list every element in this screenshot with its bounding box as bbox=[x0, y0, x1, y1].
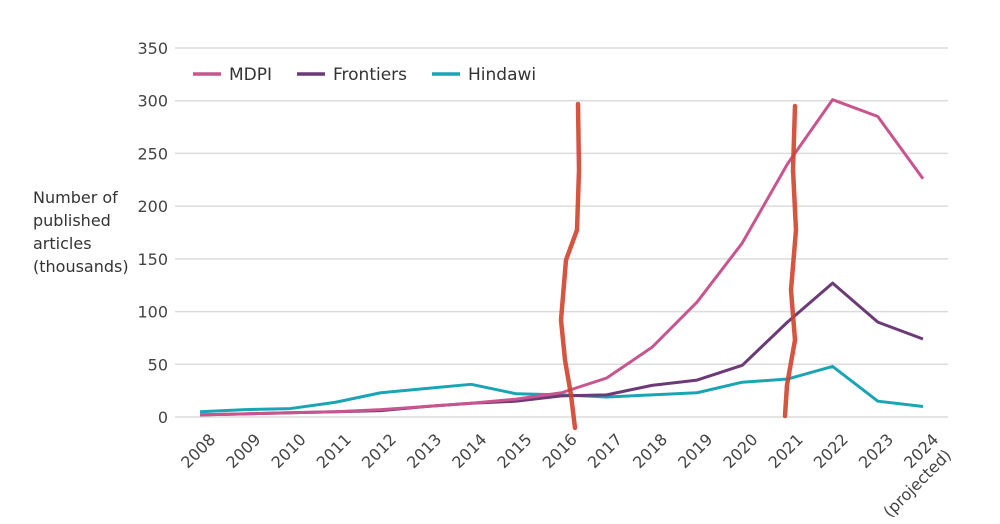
y-tick-label: 0 bbox=[158, 408, 168, 427]
y-tick-label: 50 bbox=[148, 355, 168, 374]
red-annotation-mark bbox=[558, 101, 582, 431]
x-tick-label: 2013 bbox=[403, 430, 445, 472]
x-tick-label: 2020 bbox=[719, 430, 761, 472]
legend-label: Frontiers bbox=[333, 65, 407, 85]
x-tick-label: 2011 bbox=[313, 430, 355, 472]
x-tick-label: 2018 bbox=[629, 430, 671, 472]
red-annotation-mark bbox=[782, 103, 799, 419]
x-tick-label: 2022 bbox=[810, 430, 852, 472]
x-tick-label: 2009 bbox=[222, 430, 264, 472]
y-axis-label-line: Number of bbox=[33, 188, 118, 207]
y-axis-label: Number of published articles (thousands) bbox=[33, 186, 129, 278]
y-axis-label-line: articles bbox=[33, 234, 92, 253]
series-line-mdpi bbox=[199, 98, 925, 417]
x-tick-label: 2023 bbox=[855, 430, 897, 472]
y-tick-label: 250 bbox=[137, 144, 168, 163]
x-tick-label: 2017 bbox=[584, 430, 626, 472]
y-axis-label-line: published bbox=[33, 211, 111, 230]
x-tick-label: 2016 bbox=[539, 430, 581, 472]
series-line-hindawi bbox=[199, 364, 924, 414]
y-tick-label: 100 bbox=[137, 303, 168, 322]
y-tick-label: 150 bbox=[137, 250, 168, 269]
y-tick-label: 200 bbox=[137, 197, 168, 216]
legend-label: Hindawi bbox=[468, 65, 536, 85]
y-tick-label: 300 bbox=[137, 92, 168, 111]
legend-label: MDPI bbox=[229, 65, 272, 85]
x-tick-label: 2021 bbox=[765, 430, 807, 472]
y-tick-label: 350 bbox=[137, 39, 168, 58]
x-tick-label: 2012 bbox=[358, 430, 400, 472]
x-tick-label: 2015 bbox=[493, 430, 535, 472]
x-tick-label: 2010 bbox=[267, 430, 309, 472]
x-tick-label: 2014 bbox=[448, 430, 490, 472]
x-tick-label: 2008 bbox=[177, 430, 219, 472]
x-tick-label: 2019 bbox=[674, 430, 716, 472]
y-axis-label-line: (thousands) bbox=[33, 257, 129, 276]
